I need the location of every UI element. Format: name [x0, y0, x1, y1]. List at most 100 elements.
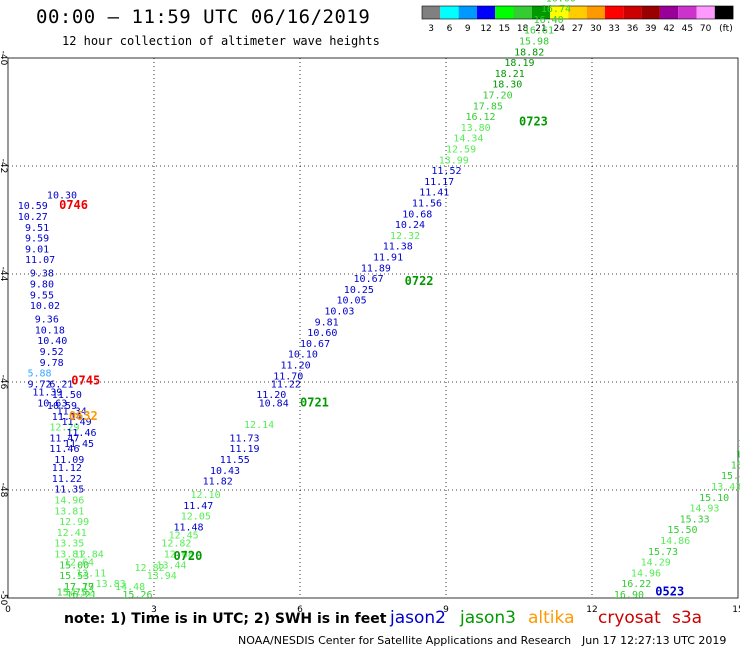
y-tick-label: -48 [0, 483, 8, 498]
data-label: 15.10 [699, 493, 729, 504]
color-scale-swatch [605, 6, 624, 19]
footer-note: note: 1) Time is in UTC; 2) SWH is in fe… [64, 611, 387, 627]
legend-jason3: jason3 [460, 608, 516, 628]
data-label: 17.79 [64, 582, 94, 593]
color-scale-swatch [623, 6, 642, 19]
y-tick-label: -46 [0, 375, 8, 390]
data-label: 15.26 [122, 590, 152, 601]
data-label: 11.09 [54, 455, 84, 466]
data-label: 11.39 [32, 388, 62, 399]
data-label: 18.82 [514, 47, 544, 58]
chart-subtitle: 12 hour collection of altimeter wave hei… [62, 34, 380, 48]
data-label: 12.45 [169, 531, 199, 542]
data-label: 12.29 [49, 423, 79, 434]
data-label: 10.67 [354, 274, 384, 285]
data-label: 14.29 [641, 558, 671, 569]
color-scale-swatch [568, 6, 587, 19]
legend-s3a: s3a [672, 608, 703, 628]
x-tick-label: 3 [151, 605, 157, 615]
data-label: 15.33 [680, 514, 710, 525]
data-label: 15.30 [731, 460, 740, 471]
data-label: 11.55 [220, 455, 250, 466]
chart-title: 00:00 – 11:59 UTC 06/16/2019 [36, 6, 371, 28]
pass-label: 0632 [69, 409, 98, 423]
color-scale-swatch [641, 6, 660, 19]
color-scale-label: 9 [465, 24, 471, 34]
data-label: 9.55 [30, 290, 54, 301]
data-label: 12.64 [64, 558, 94, 569]
data-label: 15.50 [667, 525, 697, 536]
data-marks: 10.3010.5910.279.519.599.0111.079.389.80… [18, 0, 740, 601]
data-label: 18.30 [492, 80, 522, 91]
data-label: 11.47 [49, 433, 79, 444]
data-label: 9.36 [35, 315, 59, 326]
data-label: 10.59 [18, 201, 48, 212]
data-label: 12.14 [244, 420, 274, 431]
data-label: 11.19 [229, 444, 259, 455]
data-label: 11.73 [229, 433, 259, 444]
data-label: 10.25 [344, 285, 374, 296]
x-tick-label: 6 [297, 605, 303, 615]
data-label: 12.41 [57, 528, 87, 539]
data-label: 16.40 [534, 15, 564, 26]
data-label: 13.35 [54, 539, 84, 550]
data-label: 13.81 [54, 506, 84, 517]
data-label: 16.61 [524, 26, 554, 37]
data-label: 11.34 [57, 406, 87, 417]
data-label: 11.35 [54, 485, 84, 496]
data-label: 11.20 [281, 361, 311, 372]
color-scale-swatch [714, 6, 734, 19]
data-label: 11.48 [173, 523, 203, 534]
data-label: 17.20 [483, 91, 513, 102]
data-label: 11.50 [52, 390, 82, 401]
color-scale-swatch [422, 6, 441, 19]
color-scale-frame [421, 5, 734, 20]
y-tick-label: -44 [0, 267, 8, 282]
data-label: 10.43 [210, 466, 240, 477]
data-label: 9.80 [30, 280, 54, 291]
data-label: 11.89 [361, 263, 391, 274]
data-label: 12.82 [161, 539, 191, 550]
color-scale-label: 18 [517, 24, 529, 34]
data-label: 14.96 [631, 568, 661, 579]
y-tick-label: -40 [0, 51, 8, 66]
data-label: 10.02 [30, 301, 60, 312]
pass-label: 0722 [405, 274, 434, 288]
data-label: 13.81 [54, 550, 84, 561]
data-label: 11.49 [62, 417, 92, 428]
pass-label: 0720 [173, 549, 202, 563]
data-label: 11.91 [373, 253, 403, 264]
color-scale-swatch [531, 6, 551, 19]
color-scale-label: 24 [554, 24, 566, 34]
data-label: 16.00 [546, 0, 576, 4]
data-label: 10.60 [307, 328, 337, 339]
data-label: 16.12 [465, 112, 495, 123]
data-label: 11.46 [66, 428, 96, 439]
data-label: 15.40 [721, 471, 740, 482]
data-label: 12.82 [135, 563, 165, 574]
data-label: 11.56 [412, 199, 442, 210]
plot-grid [7, 57, 739, 599]
color-scale-label: 33 [608, 24, 619, 34]
data-label: 11.70 [273, 371, 303, 382]
data-label: 17.17 [64, 582, 94, 593]
data-label: 13.83 [96, 579, 126, 590]
color-scale-swatch [476, 6, 496, 19]
data-label: 15.10 [738, 439, 740, 450]
color-scale: 3 6 9 12 15 18 21 24 27 30 33 36 39 42 45 70 (ft) [421, 5, 734, 34]
data-label: 11.52 [431, 166, 461, 177]
pass-label: 0746 [59, 198, 88, 212]
data-label: 9.81 [315, 317, 339, 328]
color-scale-swatch [513, 6, 532, 19]
data-label: 9.52 [40, 347, 64, 358]
data-label: 11.82 [203, 477, 233, 488]
data-label: 10.68 [402, 209, 432, 220]
color-scale-label: 21 [535, 24, 546, 34]
footer-timestamp: Jun 17 12:27:13 UTC 2019 [582, 634, 727, 647]
color-scale-label: 70 [700, 24, 712, 34]
data-label: 10.63 [37, 398, 67, 409]
color-scale-label: 36 [627, 24, 639, 34]
data-label: 11.45 [64, 439, 94, 450]
data-label: 12.10 [191, 490, 221, 501]
footer-credit: NOAA/NESDIS Center for Satellite Applica… [238, 634, 572, 647]
